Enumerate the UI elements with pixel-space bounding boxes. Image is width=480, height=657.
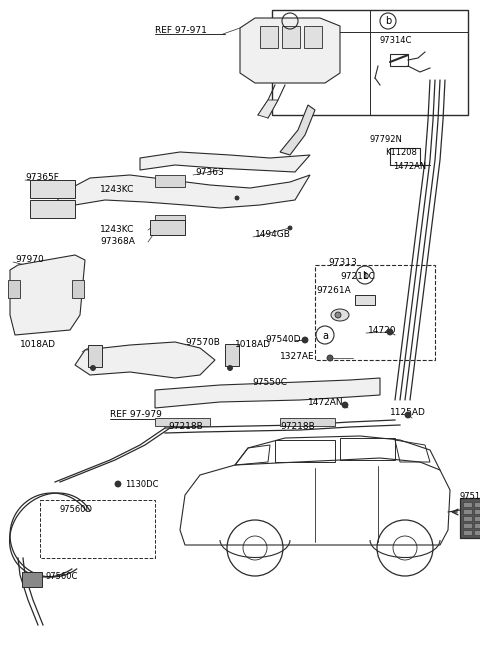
Bar bbox=[315, 265, 435, 360]
Text: REF 97-971: REF 97-971 bbox=[155, 26, 207, 35]
Polygon shape bbox=[10, 255, 85, 335]
Circle shape bbox=[91, 365, 96, 371]
Polygon shape bbox=[140, 152, 310, 172]
Text: b: b bbox=[362, 271, 368, 281]
Text: 97314C: 97314C bbox=[294, 36, 326, 45]
Text: 1472AN: 1472AN bbox=[393, 162, 426, 171]
Circle shape bbox=[115, 481, 121, 487]
Bar bbox=[150, 220, 185, 235]
Bar bbox=[40, 500, 155, 558]
Bar bbox=[474, 502, 480, 507]
Bar bbox=[272, 10, 468, 115]
Bar bbox=[474, 523, 480, 528]
Text: 97363: 97363 bbox=[195, 168, 224, 177]
Text: 97211C: 97211C bbox=[340, 272, 375, 281]
Bar bbox=[30, 200, 75, 218]
Text: 97560D: 97560D bbox=[60, 505, 93, 514]
Bar bbox=[474, 516, 480, 521]
Circle shape bbox=[228, 365, 232, 371]
Circle shape bbox=[235, 196, 239, 200]
Text: 97218B: 97218B bbox=[280, 422, 315, 431]
Text: 97314C: 97314C bbox=[380, 36, 412, 45]
Text: K11208: K11208 bbox=[385, 148, 417, 157]
Bar bbox=[463, 523, 472, 528]
Text: 97560C: 97560C bbox=[45, 572, 77, 581]
Polygon shape bbox=[280, 105, 315, 155]
Text: a: a bbox=[287, 16, 293, 26]
Text: 14720: 14720 bbox=[368, 326, 396, 335]
Bar bbox=[463, 502, 472, 507]
Bar bbox=[155, 418, 210, 426]
Text: 97550C: 97550C bbox=[252, 378, 287, 387]
Text: 97792N: 97792N bbox=[370, 135, 403, 144]
Bar bbox=[8, 280, 20, 298]
Text: 1018AD: 1018AD bbox=[235, 340, 271, 349]
Bar bbox=[282, 26, 300, 48]
Text: 97365F: 97365F bbox=[25, 173, 59, 182]
Bar bbox=[390, 54, 408, 66]
Text: 1018AD: 1018AD bbox=[20, 340, 56, 349]
Bar bbox=[340, 438, 395, 460]
Text: 1327AE: 1327AE bbox=[280, 352, 314, 361]
Bar bbox=[463, 530, 472, 535]
Polygon shape bbox=[240, 18, 340, 83]
Text: 1125AD: 1125AD bbox=[390, 408, 426, 417]
Bar bbox=[30, 180, 75, 198]
Text: a: a bbox=[322, 331, 328, 341]
Text: 97313: 97313 bbox=[328, 258, 357, 267]
Bar bbox=[88, 345, 102, 367]
Bar bbox=[22, 572, 42, 587]
Bar bbox=[355, 295, 375, 305]
Text: 97970: 97970 bbox=[15, 255, 44, 264]
Bar bbox=[225, 344, 239, 366]
Bar bbox=[280, 418, 335, 426]
Circle shape bbox=[405, 412, 411, 418]
Bar bbox=[275, 440, 335, 462]
Bar bbox=[474, 509, 480, 514]
Text: 97368A: 97368A bbox=[100, 237, 135, 246]
Bar bbox=[155, 215, 185, 227]
Text: REF 97-979: REF 97-979 bbox=[110, 410, 162, 419]
Text: 1130DC: 1130DC bbox=[125, 480, 158, 489]
Circle shape bbox=[327, 355, 333, 361]
Bar bbox=[463, 509, 472, 514]
Text: 97570B: 97570B bbox=[185, 338, 220, 347]
Polygon shape bbox=[58, 175, 310, 215]
Text: 1472AN: 1472AN bbox=[308, 398, 344, 407]
Circle shape bbox=[302, 337, 308, 343]
Text: b: b bbox=[385, 16, 391, 26]
Polygon shape bbox=[155, 378, 380, 408]
Text: 97218B: 97218B bbox=[168, 422, 203, 431]
Text: 1243KC: 1243KC bbox=[100, 225, 134, 234]
Bar bbox=[474, 530, 480, 535]
Ellipse shape bbox=[331, 309, 349, 321]
Bar bbox=[260, 26, 278, 48]
Polygon shape bbox=[258, 100, 278, 118]
Circle shape bbox=[288, 226, 292, 230]
Bar bbox=[304, 26, 322, 48]
Text: 97510B: 97510B bbox=[460, 492, 480, 501]
Text: 1243KC: 1243KC bbox=[100, 185, 134, 194]
Circle shape bbox=[387, 329, 393, 335]
Polygon shape bbox=[75, 342, 215, 378]
Text: 97261A: 97261A bbox=[316, 286, 351, 295]
Bar bbox=[155, 175, 185, 187]
Bar bbox=[460, 498, 480, 538]
Circle shape bbox=[342, 402, 348, 408]
Bar bbox=[72, 280, 84, 298]
Circle shape bbox=[335, 312, 341, 318]
Text: 1494GB: 1494GB bbox=[255, 230, 291, 239]
Text: 97540D: 97540D bbox=[265, 335, 300, 344]
Bar bbox=[463, 516, 472, 521]
